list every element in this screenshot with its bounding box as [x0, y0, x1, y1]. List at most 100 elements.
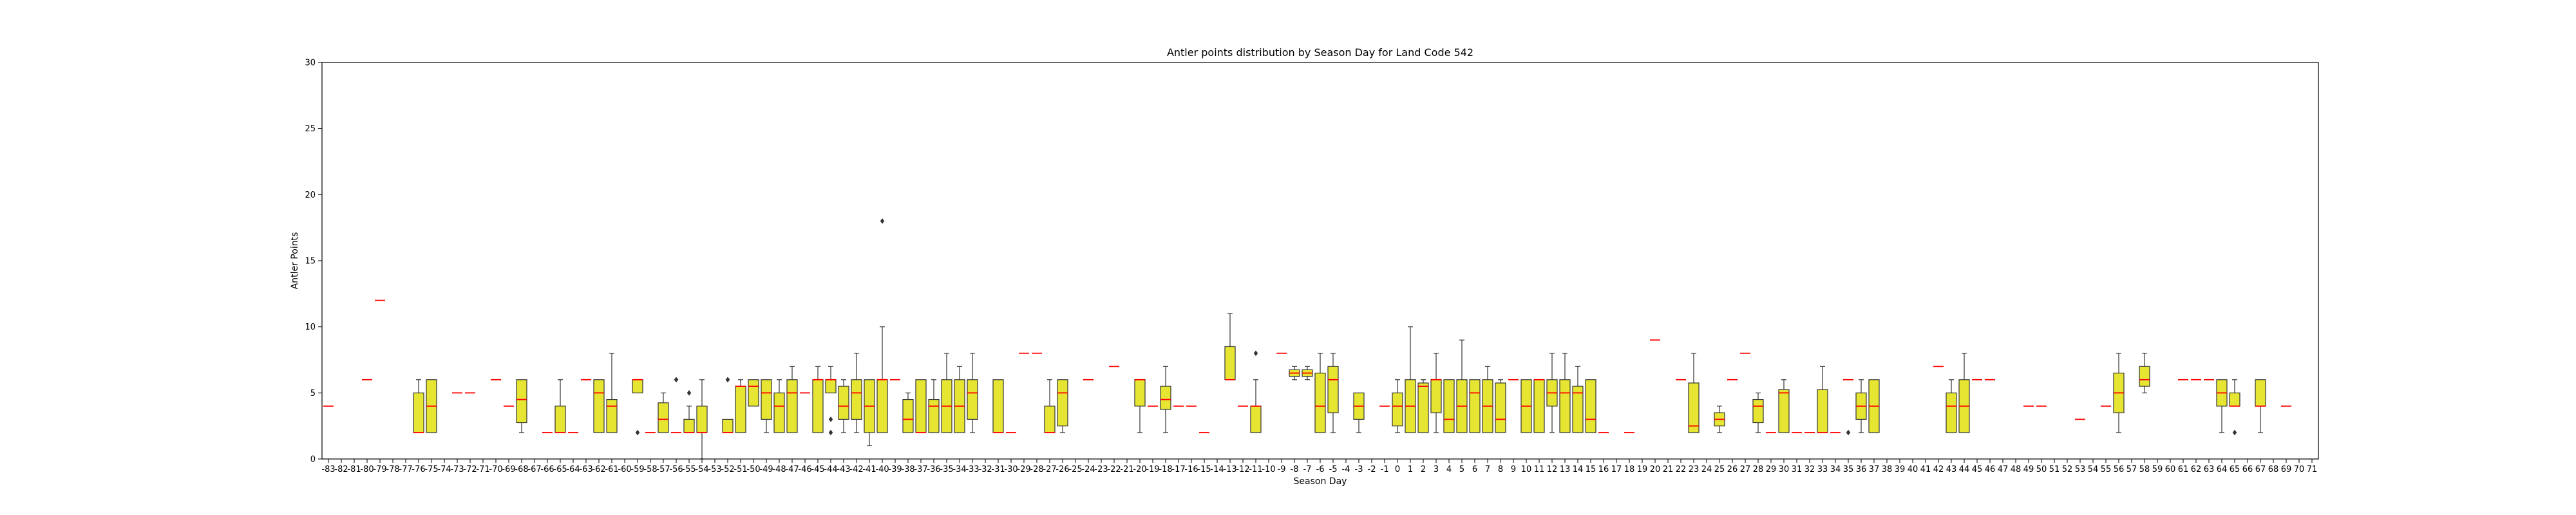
x-tick-label: 44: [1959, 465, 1970, 474]
x-tick-label: 33: [1817, 465, 1828, 474]
x-tick-label: 32: [1804, 465, 1815, 474]
box-day-44: [1958, 353, 1970, 433]
iqr-box: [812, 379, 824, 433]
box-day-3: [1430, 353, 1442, 433]
box-day--33: [967, 353, 978, 433]
x-tick-label: -74: [437, 465, 451, 474]
iqr-box: [1430, 379, 1442, 413]
x-tick-label: 9: [1511, 465, 1516, 474]
box-day--51: [735, 379, 746, 433]
iqr-box: [2139, 366, 2150, 387]
iqr-box: [1946, 392, 1957, 433]
x-tick-label: -9: [1278, 465, 1286, 474]
x-tick-label: -53: [708, 465, 721, 474]
box-day-33: [1817, 366, 1828, 433]
x-tick-label: -11: [1249, 465, 1262, 474]
outlier-point: [828, 429, 833, 436]
box-day-67: [2255, 379, 2266, 433]
x-tick-label: -31: [991, 465, 1005, 474]
x-tick-label: -79: [373, 465, 386, 474]
x-tick-label: 68: [2268, 465, 2279, 474]
x-tick-label: -45: [811, 465, 824, 474]
x-tick-label: -10: [1262, 465, 1275, 474]
box-day-13: [1559, 353, 1571, 433]
box-day-43: [1946, 379, 1957, 433]
x-tick-label: -61: [605, 465, 618, 474]
box-day-37: [1868, 379, 1880, 433]
x-tick-label: 71: [2307, 465, 2318, 474]
x-tick-label: -63: [579, 465, 592, 474]
box-day--59: [632, 379, 643, 436]
y-axis-ticks: 0 5 10 15 20 25 30: [305, 59, 322, 465]
box-day--61: [606, 353, 618, 433]
x-tick-label: 19: [1637, 465, 1648, 474]
x-tick-label: -42: [849, 465, 863, 474]
iqr-box: [1392, 392, 1403, 427]
x-tick-label: 20: [1650, 465, 1661, 474]
x-axis-ticks: -83-82-81-80-79-78-77-76-75-74-73-72-71-…: [321, 459, 2317, 474]
x-tick-label: -8: [1291, 465, 1299, 474]
chart-title: Antler points distribution by Season Day…: [1167, 46, 1473, 59]
outlier-point: [725, 377, 730, 383]
x-tick-label: -27: [1043, 465, 1056, 474]
x-tick-label: -32: [978, 465, 992, 474]
iqr-box: [1314, 372, 1326, 433]
x-tick-label: 36: [1856, 465, 1867, 474]
x-tick-label: -64: [566, 465, 580, 474]
y-tick-label: 0: [310, 455, 316, 465]
x-tick-label: 50: [2036, 465, 2047, 474]
x-tick-label: 56: [2114, 465, 2125, 474]
outlier-point: [828, 416, 833, 422]
box-day-2: [1417, 379, 1429, 433]
outlier-point: [674, 377, 679, 383]
x-tick-label: -78: [386, 465, 399, 474]
iqr-box: [1417, 382, 1429, 433]
x-tick-label: -15: [1197, 465, 1211, 474]
box-day--6: [1314, 353, 1326, 433]
box-day-23: [1688, 353, 1700, 433]
x-tick-label: 53: [2075, 465, 2086, 474]
x-tick-label: -62: [592, 465, 605, 474]
x-tick-label: -26: [1056, 465, 1069, 474]
iqr-box: [593, 379, 605, 433]
x-tick-label: 30: [1779, 465, 1790, 474]
x-tick-label: -37: [914, 465, 927, 474]
x-tick-label: -77: [399, 465, 412, 474]
x-tick-label: -35: [940, 465, 953, 474]
box-day--18: [1160, 366, 1171, 433]
x-tick-label: -33: [965, 465, 979, 474]
iqr-box: [1044, 406, 1056, 433]
plot-area-frame: [321, 62, 2319, 460]
x-tick-label: -4: [1342, 465, 1350, 474]
x-tick-label: -29: [1017, 465, 1030, 474]
y-tick-label: 10: [305, 323, 316, 332]
x-tick-label: -67: [527, 465, 541, 474]
box-day--8: [1289, 366, 1300, 380]
x-tick-label: -40: [875, 465, 889, 474]
iqr-box: [696, 406, 708, 433]
box-day--40: [876, 218, 888, 433]
x-tick-label: 8: [1498, 465, 1503, 474]
iqr-box: [1688, 382, 1700, 433]
x-tick-label: 58: [2139, 465, 2150, 474]
x-tick-label: 26: [1727, 465, 1738, 474]
y-tick-label: 15: [305, 257, 316, 267]
x-tick-label: 3: [1434, 465, 1439, 474]
box-day-30: [1778, 379, 1790, 433]
x-tick-label: -25: [1068, 465, 1082, 474]
y-tick-label: 20: [305, 191, 316, 200]
x-tick-label: 43: [1946, 465, 1957, 474]
x-tick-label: 13: [1560, 465, 1571, 474]
box-day--41: [864, 379, 875, 447]
x-tick-label: 15: [1586, 465, 1596, 474]
x-tick-label: 27: [1740, 465, 1751, 474]
x-tick-label: -73: [450, 465, 464, 474]
x-tick-label: 16: [1598, 465, 1609, 474]
box-day--75: [426, 379, 437, 433]
box-day--44: [825, 366, 837, 436]
box-day--48: [773, 379, 785, 433]
y-tick-label: 5: [310, 389, 316, 398]
iqr-box: [1752, 398, 1764, 424]
iqr-box: [1572, 386, 1584, 433]
